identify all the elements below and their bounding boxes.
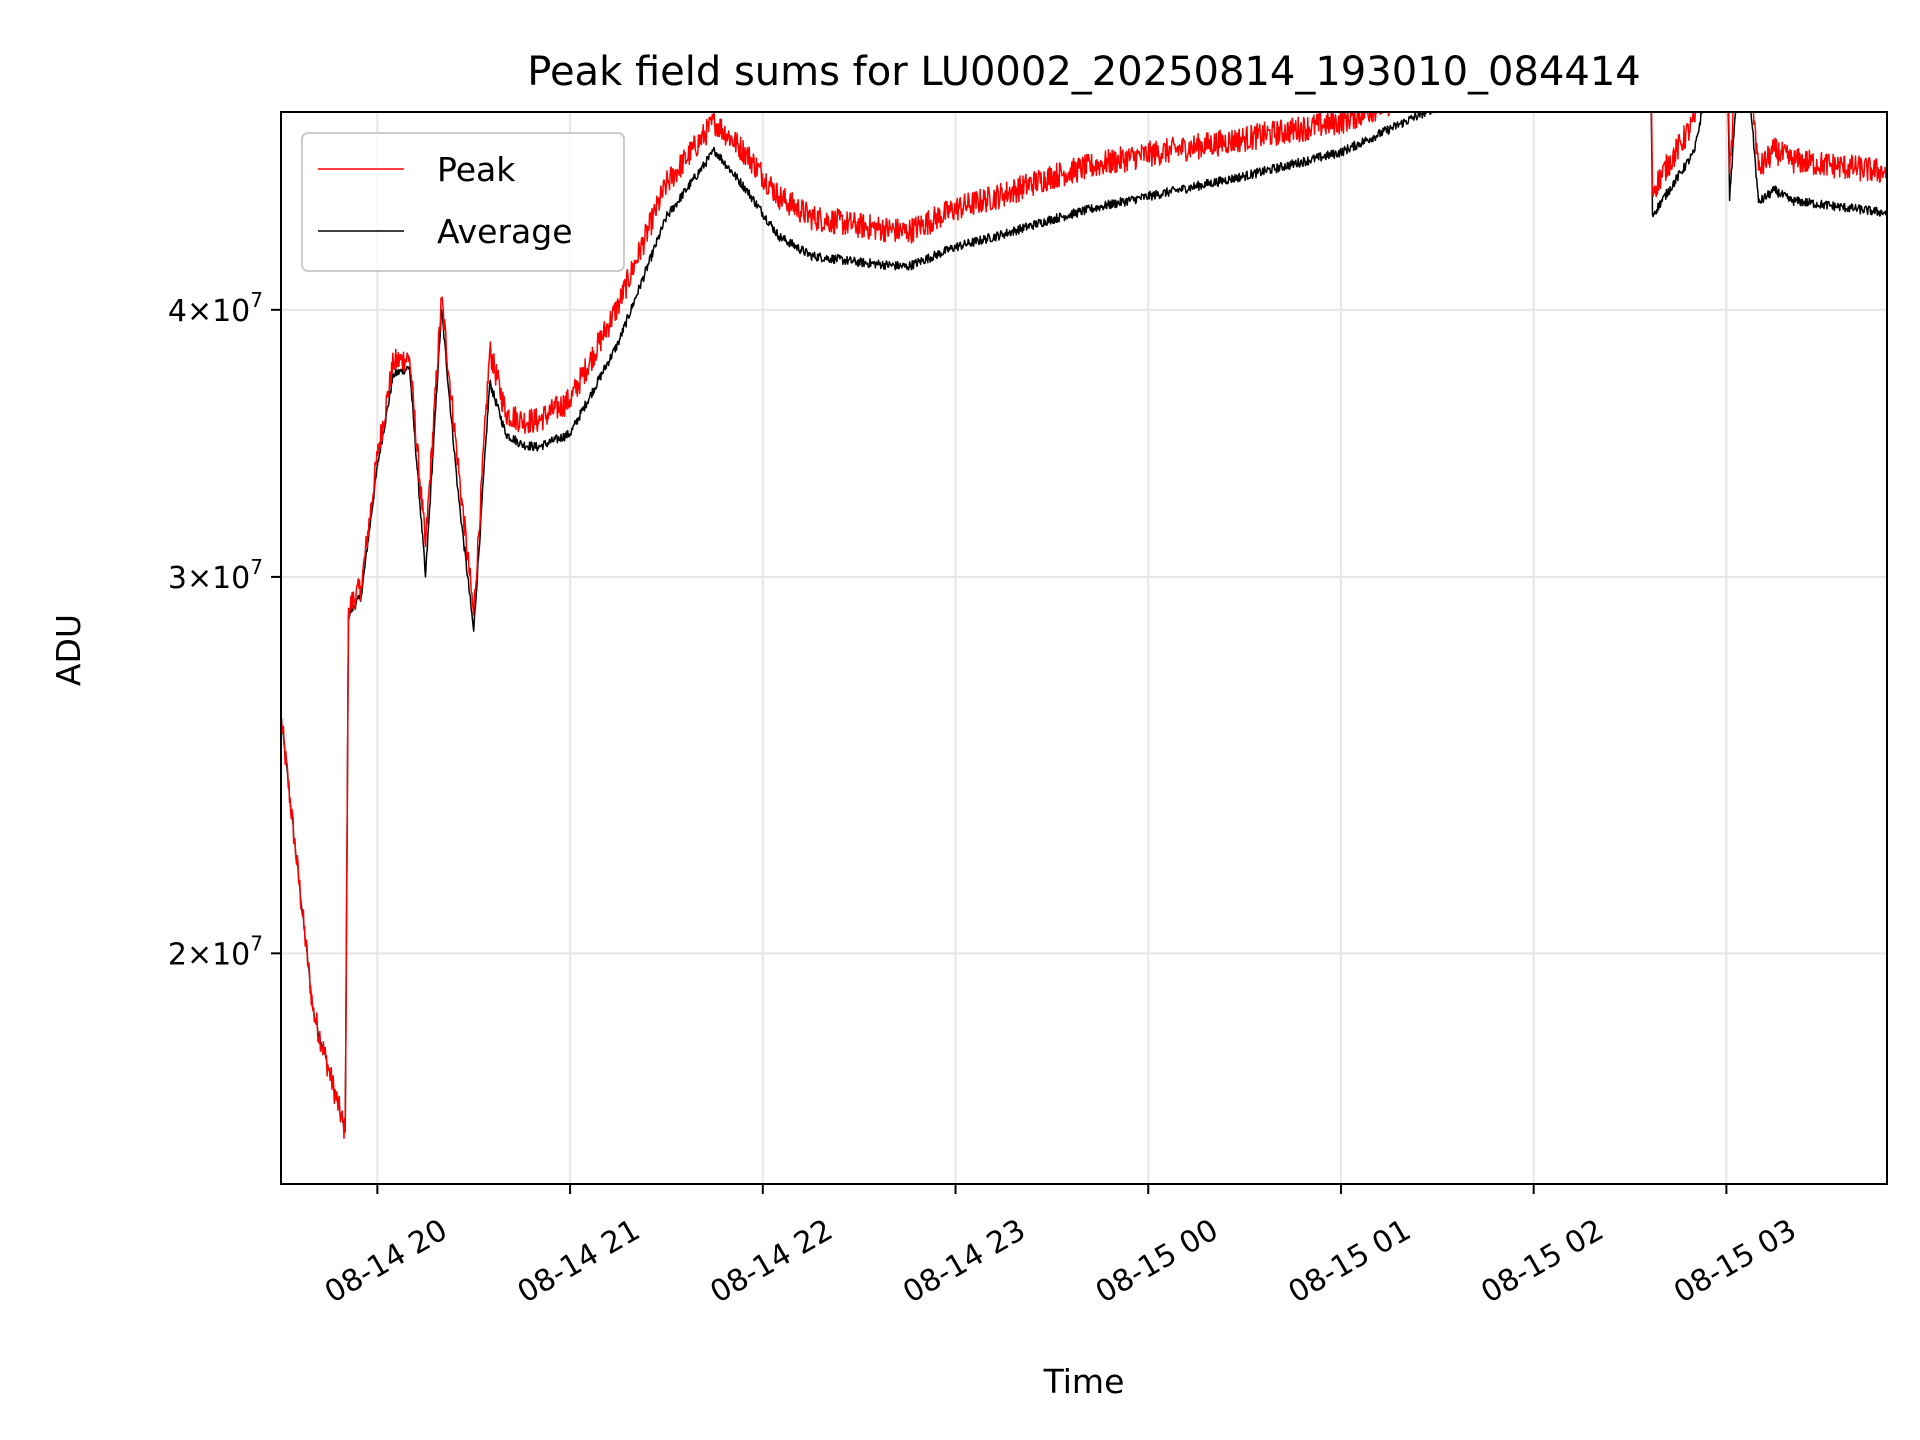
x-axis-label: Time [1043,1362,1125,1401]
x-tick-label: 08-15 01 [1283,1213,1417,1311]
legend: Peak Average [301,132,625,272]
x-tick-label: 08-14 22 [704,1213,838,1311]
series-line-average [281,112,1887,1133]
series-line-peak [281,112,1887,1139]
y-tick-label: 3×107 [168,555,263,596]
legend-box [301,132,625,272]
x-tick-label: 08-14 21 [512,1213,646,1311]
x-axis: 08-14 20 08-14 21 08-14 22 08-14 23 08-15 00… [319,1184,1802,1310]
y-tick-label: 4×107 [168,288,263,329]
chart-title: Peak field sums for LU0002_20250814_1930… [527,49,1641,95]
y-axis: 2×107 3×107 4×107 [168,288,281,972]
series-lines [281,112,1887,1139]
x-tick-label: 08-14 20 [319,1213,453,1311]
y-tick-label: 2×107 [168,931,263,972]
x-tick-label: 08-14 23 [897,1213,1031,1311]
plot-frame [280,111,1888,1185]
legend-label-average: Average [437,212,573,251]
legend-label-peak: Peak [437,150,516,189]
y-axis-label: ADU [49,614,88,686]
x-tick-label: 08-15 00 [1090,1213,1224,1311]
grid [281,112,1887,1184]
x-tick-label: 08-15 03 [1668,1213,1802,1311]
x-tick-label: 08-15 02 [1475,1213,1609,1311]
